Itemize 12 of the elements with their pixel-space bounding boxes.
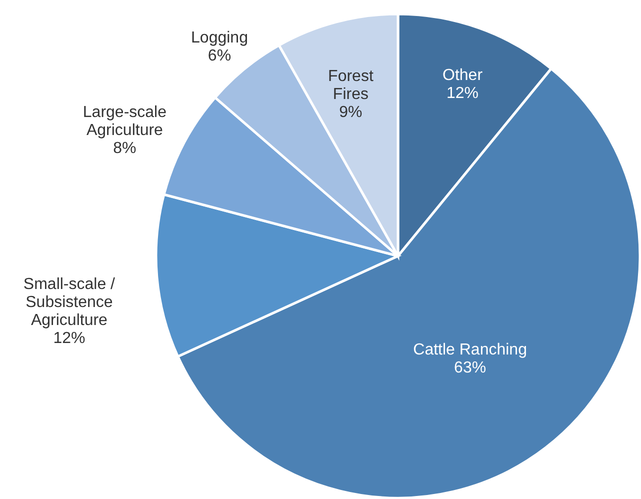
slice-label: Large-scale Agriculture xyxy=(82,104,167,139)
slice-label: Small-scale / Subsistence Agriculture xyxy=(23,276,116,330)
data-label: 6% xyxy=(208,48,232,65)
data-label: 9% xyxy=(339,104,362,122)
slice-label: Cattle Ranching xyxy=(413,341,527,358)
slice-label: Other xyxy=(442,67,484,84)
slice-label: Logging xyxy=(191,30,248,47)
data-label: 8% xyxy=(113,140,136,157)
data-label: 12% xyxy=(446,85,479,102)
data-label: 12% xyxy=(53,330,86,348)
slice-label: Forest Fires xyxy=(328,68,374,104)
data-label: 63% xyxy=(454,359,486,376)
